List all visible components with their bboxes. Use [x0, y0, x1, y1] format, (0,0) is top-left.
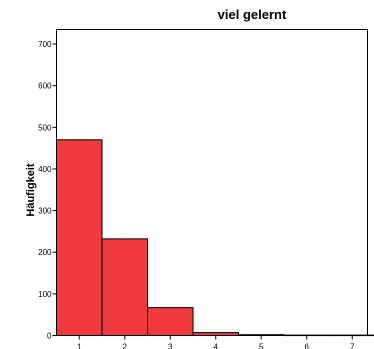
- bar-3: [147, 307, 194, 336]
- bar-5: [238, 334, 285, 337]
- x-tick-label-4: 4: [214, 343, 219, 349]
- y-tick-label-600: 600: [38, 82, 52, 91]
- x-axis: 1 2 3 4 5 6 7: [77, 335, 355, 349]
- y-axis-label: Häufigkeit: [25, 163, 37, 217]
- x-tick-label-6: 6: [305, 343, 310, 349]
- y-tick-label-200: 200: [38, 248, 52, 257]
- x-tick-label-3: 3: [168, 343, 173, 349]
- bars-group: [56, 139, 374, 337]
- x-tick-label-7: 7: [350, 343, 355, 349]
- chart-title: viel gelernt: [218, 7, 287, 22]
- bar-4: [192, 332, 239, 336]
- x-tick-label-2: 2: [123, 343, 128, 349]
- bar-1: [56, 139, 103, 336]
- bar-2: [101, 238, 148, 336]
- y-tick-label-400: 400: [38, 165, 52, 174]
- y-tick-label-100: 100: [38, 290, 52, 299]
- x-tick-label-1: 1: [77, 343, 82, 349]
- y-tick-label-700: 700: [38, 40, 52, 49]
- x-tick-label-5: 5: [259, 343, 264, 349]
- y-tick-label-300: 300: [38, 207, 52, 216]
- y-tick-label-500: 500: [38, 123, 52, 132]
- y-axis: 0 100 200 300 400 500 600 700: [38, 40, 57, 341]
- y-tick-label-0: 0: [47, 332, 52, 341]
